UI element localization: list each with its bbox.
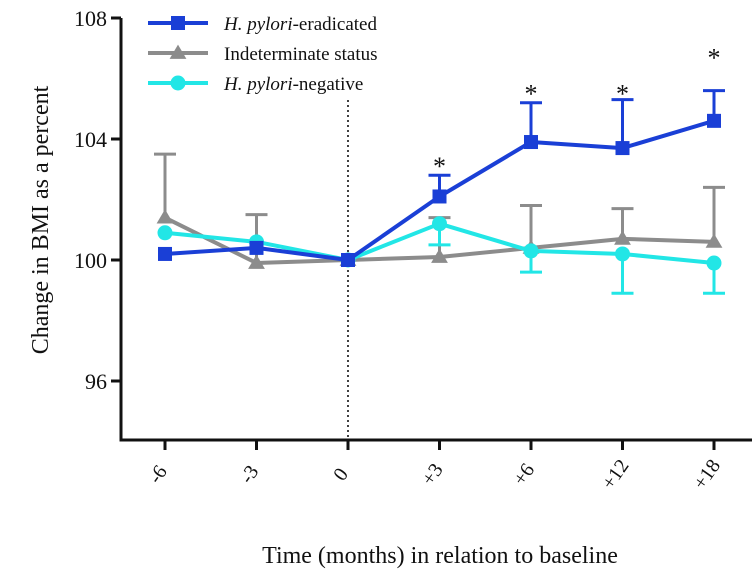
x-tick-label: +12 <box>598 455 634 493</box>
data-point <box>158 246 172 261</box>
data-point <box>706 255 722 271</box>
data-point <box>614 230 631 245</box>
legend-label: H. pylori-negative <box>223 74 363 95</box>
legend-marker <box>169 44 187 59</box>
legend-marker <box>171 16 185 30</box>
y-axis-title: Change in BMI as a percent <box>28 85 54 354</box>
significance-marker: * <box>616 80 629 109</box>
x-tick-label: -3 <box>236 461 264 487</box>
data-point <box>341 253 355 267</box>
y-tick-label: 104 <box>74 127 107 152</box>
data-point <box>615 141 630 156</box>
data-point <box>431 248 448 263</box>
data-point <box>524 135 538 150</box>
legend-label: H. pylori-eradicated <box>223 14 377 35</box>
x-tick-label: +3 <box>417 460 447 490</box>
y-tick-label: 108 <box>74 6 107 31</box>
legend-label: Indeterminate status <box>224 44 378 65</box>
y-tick-label: 100 <box>74 248 107 273</box>
x-axis-title: Time (months) in relation to baseline <box>262 543 618 569</box>
data-point <box>248 254 265 269</box>
data-point <box>249 240 264 255</box>
data-point <box>432 189 447 204</box>
data-point <box>615 246 630 262</box>
significance-marker: * <box>433 152 446 181</box>
legend-marker <box>170 75 186 91</box>
x-tick-label: +6 <box>509 460 539 490</box>
data-point <box>705 233 723 248</box>
series-group <box>158 89 725 267</box>
y-tick-label: 96 <box>85 369 107 394</box>
x-tick-label: 0 <box>329 464 353 485</box>
x-tick-label: -6 <box>144 461 172 487</box>
data-point <box>432 216 447 232</box>
data-point <box>523 243 539 259</box>
significance-marker: * <box>708 43 721 72</box>
data-point <box>156 209 174 224</box>
data-point <box>157 225 173 241</box>
x-tick-label: +18 <box>689 455 725 493</box>
data-point <box>707 113 721 128</box>
significance-marker: * <box>525 80 538 109</box>
